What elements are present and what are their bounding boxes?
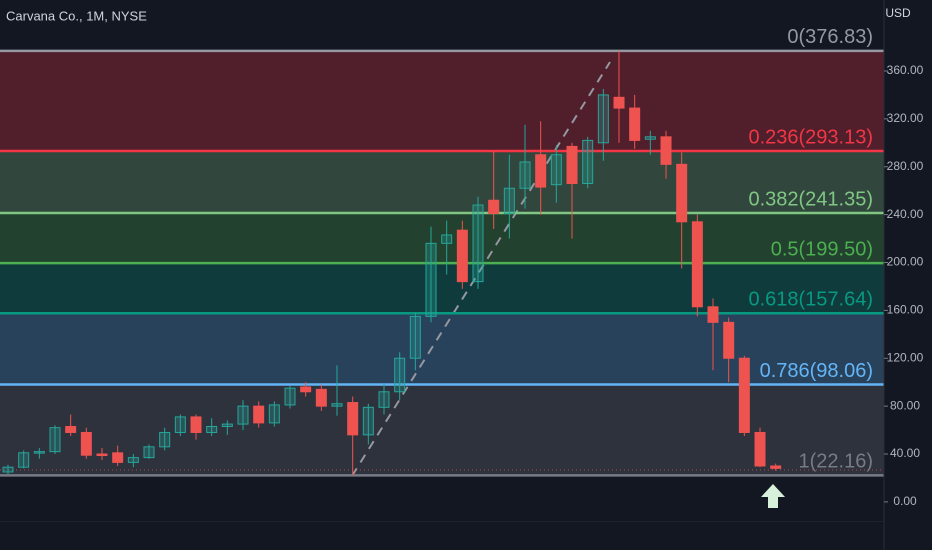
fib-band bbox=[0, 313, 884, 385]
fib-level-label: 0.618(157.64) bbox=[748, 288, 873, 310]
fib-levels bbox=[0, 49, 884, 477]
candle-body bbox=[691, 221, 703, 308]
y-tick-label: 160.00 bbox=[887, 303, 924, 317]
candle-body bbox=[190, 416, 202, 433]
fib-level-label: 0(376.83) bbox=[787, 26, 873, 48]
fib-band bbox=[0, 384, 884, 476]
candle-body bbox=[550, 154, 562, 186]
fib-level-label: 1(22.16) bbox=[799, 451, 874, 473]
candle-body bbox=[206, 425, 218, 433]
candle-body bbox=[315, 388, 327, 407]
candle-body bbox=[597, 94, 609, 144]
fib-level-label: 0.236(293.13) bbox=[748, 126, 873, 148]
candle-body bbox=[378, 391, 390, 408]
candle-body bbox=[660, 136, 672, 165]
candle-body bbox=[754, 431, 766, 467]
y-tick-label: 240.00 bbox=[887, 207, 924, 221]
arrow-icon bbox=[761, 484, 785, 508]
candle-body bbox=[65, 425, 77, 433]
drawings bbox=[0, 61, 884, 477]
candle-body bbox=[33, 451, 45, 454]
candle-body bbox=[566, 145, 578, 184]
candle-body bbox=[159, 431, 171, 448]
fib-level-label: 0.5(199.50) bbox=[771, 238, 873, 260]
candle-body bbox=[582, 139, 594, 184]
candle-body bbox=[770, 465, 782, 469]
candle-body bbox=[96, 453, 108, 457]
candle-body bbox=[629, 107, 641, 141]
candle-body bbox=[237, 405, 249, 425]
candle-body bbox=[112, 452, 124, 463]
y-tick-label: 360.00 bbox=[887, 63, 924, 77]
candle-body bbox=[253, 405, 265, 424]
y-tick-label: 120.00 bbox=[887, 350, 924, 364]
candle-body bbox=[613, 96, 625, 109]
candle-body bbox=[394, 357, 406, 393]
candle-body bbox=[127, 457, 139, 463]
candle-body bbox=[268, 404, 280, 424]
fib-bands bbox=[0, 50, 884, 476]
y-tick-label: 320.00 bbox=[887, 111, 924, 125]
y-tick-label: 280.00 bbox=[887, 159, 924, 173]
price-axis-panel-2 bbox=[884, 0, 932, 550]
candle-body bbox=[738, 357, 750, 433]
candle-body bbox=[143, 446, 155, 459]
chart-title: Carvana Co., 1M, NYSE bbox=[6, 8, 147, 23]
trend-line bbox=[351, 61, 611, 477]
y-tick-label: 80.00 bbox=[890, 398, 920, 412]
candles bbox=[2, 50, 782, 476]
fib-band bbox=[0, 263, 884, 314]
candle-body bbox=[456, 229, 468, 283]
candle-body bbox=[174, 416, 186, 433]
candle-body bbox=[503, 187, 515, 214]
candle-body bbox=[2, 466, 14, 473]
candle-body bbox=[80, 431, 92, 456]
currency-label: USD bbox=[885, 6, 911, 20]
candle-body bbox=[644, 136, 656, 140]
candle-body bbox=[535, 154, 547, 188]
candle-body bbox=[425, 242, 437, 317]
candle-body bbox=[49, 427, 61, 453]
candle-body bbox=[488, 199, 500, 214]
y-tick-label: 0.00 bbox=[893, 494, 917, 508]
y-tick-label: 40.00 bbox=[890, 446, 920, 460]
candle-body bbox=[347, 402, 359, 436]
fib-level-label: 0.786(98.06) bbox=[760, 360, 873, 382]
fib-band bbox=[0, 151, 884, 214]
candle-body bbox=[723, 321, 735, 359]
candle-body bbox=[409, 315, 421, 359]
candle-body bbox=[707, 306, 719, 323]
candle-body bbox=[472, 204, 484, 283]
candle-body bbox=[362, 406, 374, 436]
fib-labels: 0(376.83) 0.236(293.13) 0.382(241.35) 0.5(1… bbox=[748, 26, 873, 473]
candle-body bbox=[300, 386, 312, 393]
fib-level-label: 0.382(241.35) bbox=[748, 188, 873, 210]
candle-body bbox=[519, 161, 531, 189]
y-axis: 0.00 40.00 80.00 120.00 160.00 200.00 240.00 28… bbox=[883, 0, 924, 550]
y-tick-label: 200.00 bbox=[887, 255, 924, 269]
candle-body bbox=[441, 234, 453, 244]
arrow bbox=[761, 484, 785, 508]
fib-band bbox=[0, 50, 884, 152]
candle-body bbox=[221, 423, 233, 427]
candle-body bbox=[676, 163, 688, 223]
candle-body bbox=[331, 403, 343, 407]
candle-body bbox=[18, 452, 30, 468]
candle-body bbox=[284, 387, 296, 406]
